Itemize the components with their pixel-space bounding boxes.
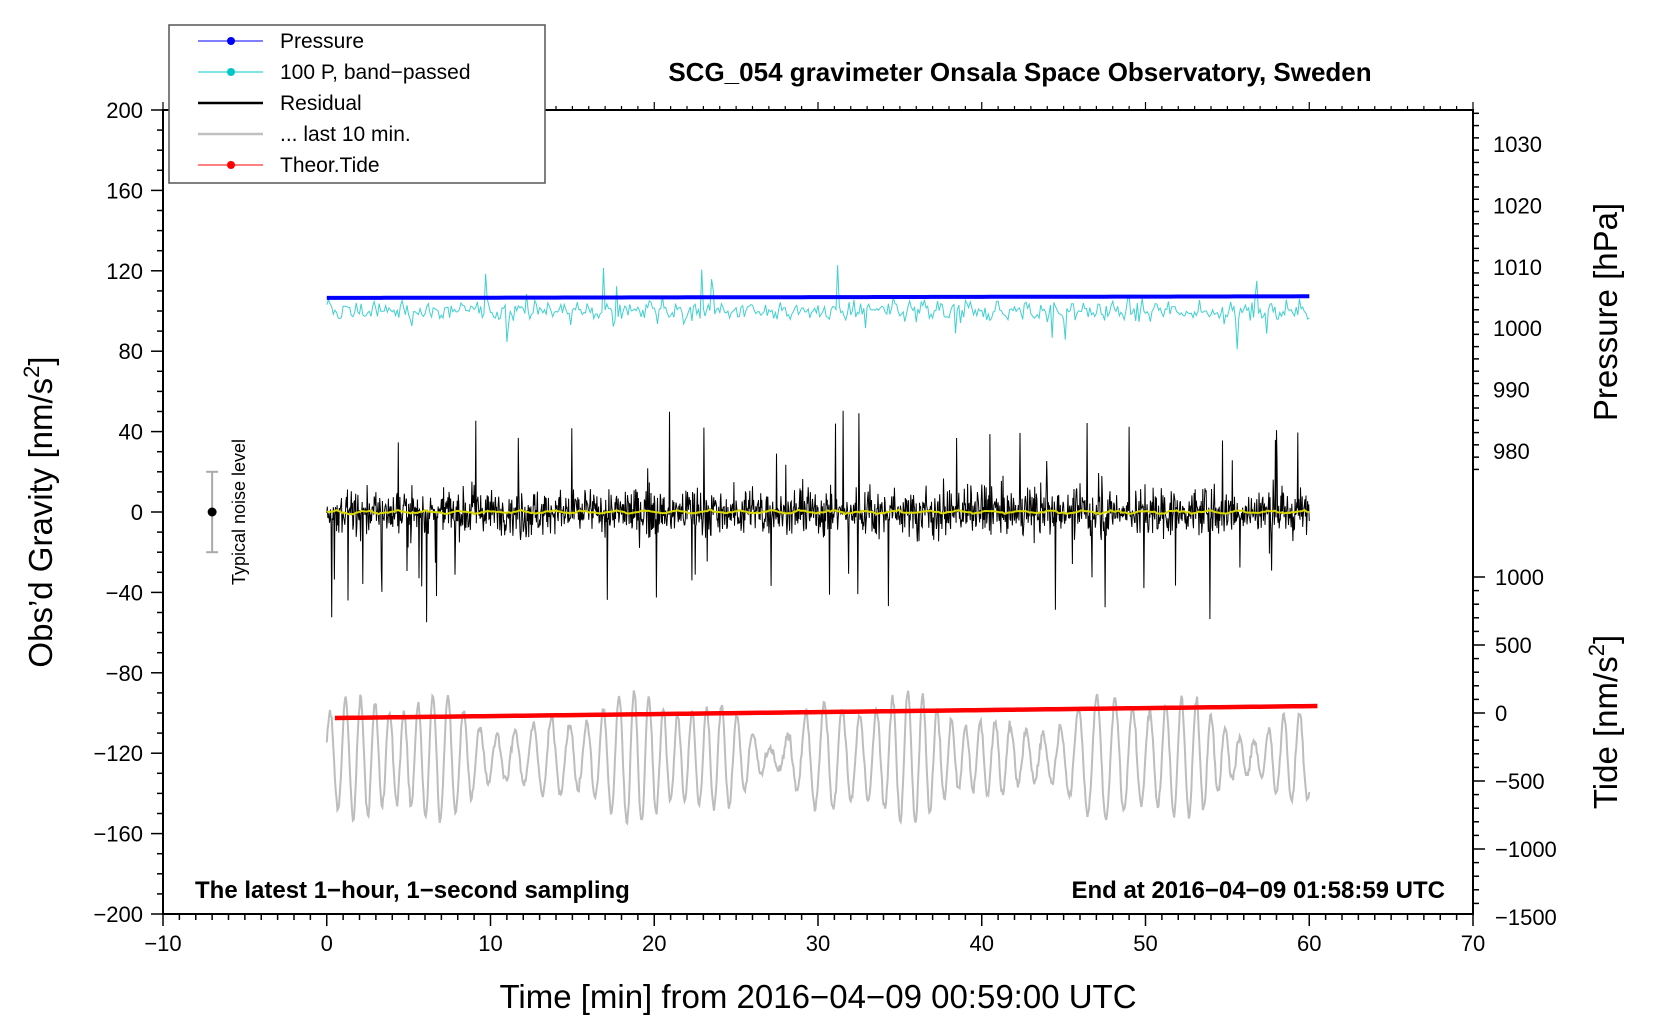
legend-label: ... last 10 min. bbox=[280, 123, 411, 146]
series-line-tide bbox=[334, 703, 1318, 721]
tide-tick-label: −500 bbox=[1495, 769, 1545, 794]
x-axis: −10 0 10 20 30 40 50 60 70 bbox=[144, 102, 1485, 956]
annotation-end-time: End at 2016−04−09 01:58:59 UTC bbox=[1071, 877, 1445, 904]
y-tick-label: 0 bbox=[131, 500, 143, 525]
x-tick-label: 70 bbox=[1461, 931, 1485, 956]
gravity-label-exponent: 2 bbox=[19, 366, 44, 378]
noise-level-indicator bbox=[206, 470, 219, 554]
series-layer bbox=[325, 265, 1318, 826]
x-tick-label: 60 bbox=[1297, 931, 1321, 956]
pressure-tick-label: 1000 bbox=[1493, 316, 1542, 341]
x-tick-label: 10 bbox=[478, 931, 502, 956]
y-tick-label: −40 bbox=[106, 580, 143, 605]
y-tick-label: 40 bbox=[119, 420, 143, 445]
y-axis-tide: 1000 500 0 −500 −1000 −1500 bbox=[1473, 565, 1557, 930]
y-axis-gravity: 200 160 120 80 40 0 −40 −80 −120 −160 −200 bbox=[93, 98, 163, 927]
legend-label: 100 P, band−passed bbox=[280, 61, 471, 84]
legend-item: Residual bbox=[198, 92, 362, 115]
annotation-sampling: The latest 1−hour, 1−second sampling bbox=[195, 877, 630, 904]
tide-tick-label: −1500 bbox=[1495, 905, 1557, 930]
series-line-pressure bbox=[326, 294, 1310, 300]
y-tick-label: −80 bbox=[106, 661, 143, 686]
y-axis-pressure: 1030 1020 1010 1000 990 980 bbox=[1473, 112, 1542, 471]
legend: Pressure 100 P, band−passed Residual ... la… bbox=[168, 24, 546, 184]
x-tick-label: 0 bbox=[321, 931, 333, 956]
legend-item: 100 P, band−passed bbox=[198, 61, 471, 84]
legend-swatch-marker bbox=[227, 68, 235, 76]
x-tick-label: 40 bbox=[970, 931, 994, 956]
y-tick-label: 80 bbox=[119, 339, 143, 364]
y-tick-label: −200 bbox=[93, 902, 143, 927]
pressure-tick-label: 1010 bbox=[1493, 255, 1542, 280]
y-tick-label: 160 bbox=[106, 178, 143, 203]
noise-level-label: Typical noise level bbox=[229, 439, 249, 585]
legend-label: Pressure bbox=[280, 30, 364, 53]
gravity-label-close: ] bbox=[22, 356, 59, 365]
legend-swatch-marker bbox=[227, 37, 235, 45]
tide-tick-label: 0 bbox=[1495, 701, 1507, 726]
gravity-label-main: Obs’d Gravity [nm/s bbox=[22, 378, 59, 668]
legend-items: Pressure 100 P, band−passed Residual ... la… bbox=[198, 30, 471, 177]
legend-item: Pressure bbox=[198, 30, 364, 53]
pressure-tick-label: 980 bbox=[1493, 439, 1530, 464]
x-axis-title: Time [min] from 2016−04−09 00:59:00 UTC bbox=[499, 978, 1136, 1015]
y-axis-title-tide: Tide [nm/s2] bbox=[1584, 635, 1624, 809]
pressure-tick-label: 1020 bbox=[1493, 193, 1542, 218]
x-tick-label: −10 bbox=[144, 931, 181, 956]
series-line-residual bbox=[326, 410, 1310, 623]
tide-label-main: Tide [nm/s bbox=[1587, 656, 1624, 809]
noise-bar-center-dot bbox=[207, 507, 217, 517]
series-line-residual-smoothed bbox=[326, 508, 1310, 516]
chart-title: SCG_054 gravimeter Onsala Space Observat… bbox=[668, 57, 1371, 87]
x-tick-label: 50 bbox=[1133, 931, 1157, 956]
y-tick-label: 120 bbox=[106, 259, 143, 284]
legend-item: ... last 10 min. bbox=[198, 123, 411, 146]
tide-label-exponent: 2 bbox=[1584, 644, 1609, 656]
series-line-last-10-min bbox=[325, 690, 1311, 826]
tide-label-close: ] bbox=[1587, 635, 1624, 644]
legend-label: Theor.Tide bbox=[280, 154, 380, 177]
y-tick-label: −120 bbox=[93, 741, 143, 766]
pressure-tick-label: 990 bbox=[1493, 378, 1530, 403]
y-tick-label: −160 bbox=[93, 822, 143, 847]
y-tick-label: 200 bbox=[106, 98, 143, 123]
x-tick-label: 30 bbox=[806, 931, 830, 956]
tide-tick-label: 500 bbox=[1495, 633, 1532, 658]
x-tick-label: 20 bbox=[642, 931, 666, 956]
y-axis-title-gravity: Obs’d Gravity [nm/s2] bbox=[19, 356, 59, 667]
legend-swatch-marker bbox=[227, 161, 235, 169]
series-line-pressure-bandpassed bbox=[326, 265, 1310, 350]
tide-tick-label: 1000 bbox=[1495, 565, 1544, 590]
legend-label: Residual bbox=[280, 92, 362, 115]
tide-tick-label: −1000 bbox=[1495, 837, 1557, 862]
legend-item: Theor.Tide bbox=[198, 154, 380, 177]
y-axis-title-pressure: Pressure [hPa] bbox=[1587, 203, 1624, 421]
pressure-tick-label: 1030 bbox=[1493, 132, 1542, 157]
